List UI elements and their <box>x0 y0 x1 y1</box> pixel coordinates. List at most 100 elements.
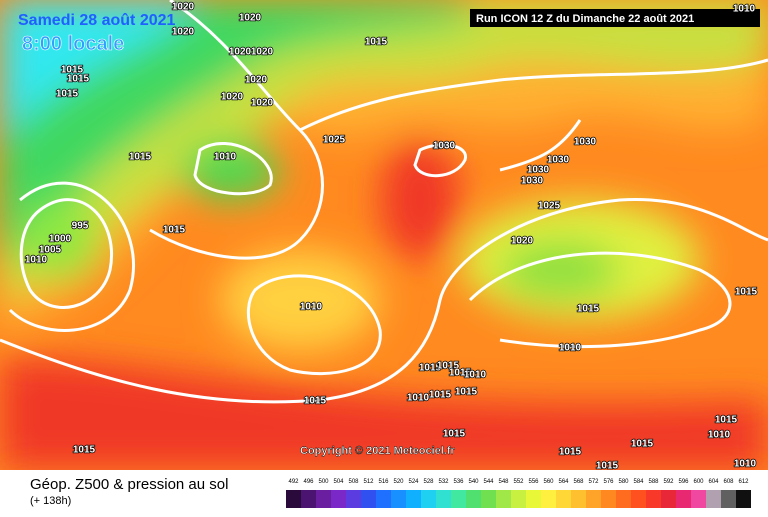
isobar-label: 1015 <box>61 65 84 76</box>
scale-label: 496 <box>303 479 314 485</box>
scale-label: 552 <box>513 479 524 485</box>
isobar-label: 1030 <box>521 176 544 187</box>
scale-label: 584 <box>633 479 644 485</box>
scale-swatch <box>541 490 556 508</box>
scale-swatch <box>331 490 346 508</box>
isobar-label: 1015 <box>449 368 472 379</box>
isobar-label: 1020 <box>172 2 195 13</box>
isobar-label: 1020 <box>221 92 244 103</box>
scale-label: 572 <box>588 479 599 485</box>
isobar-label: 1015 <box>443 429 466 440</box>
isobar-label: 1010 <box>407 393 430 404</box>
scale-label: 612 <box>738 479 749 485</box>
footer-title: Géop. Z500 & pression au sol <box>30 476 228 493</box>
isobar-label: 1010 <box>464 370 487 381</box>
scale-label: 576 <box>603 479 614 485</box>
scale-label: 608 <box>723 479 734 485</box>
isobars <box>0 0 768 404</box>
map <box>0 0 768 470</box>
isobar-label: 1000 <box>49 234 72 245</box>
scale-label: 588 <box>648 479 659 485</box>
scale-swatch <box>676 490 691 508</box>
isobar-label: 1020 <box>511 236 534 247</box>
scale-swatch <box>496 490 511 508</box>
scale-swatch <box>556 490 571 508</box>
scale-swatch <box>586 490 601 508</box>
isobar-label: 1015 <box>365 37 388 48</box>
color-scale: 492 496 500 504 508 512 516 520 524 528 532 536 540 5… <box>286 479 751 508</box>
isobar-label: 1010 <box>708 430 731 441</box>
isobar-label: 995 <box>72 221 89 232</box>
isobar-label: 1020 <box>251 98 274 109</box>
isobar-label: 1010 <box>733 4 756 15</box>
scale-swatch <box>526 490 541 508</box>
isobar-label: 1025 <box>323 135 346 146</box>
isobar-label: 1015 <box>67 74 90 85</box>
scale-label: 536 <box>453 479 464 485</box>
scale-label: 544 <box>483 479 494 485</box>
scale-label: 508 <box>348 479 359 485</box>
scale-swatch <box>616 490 631 508</box>
isobar-label: 1015 <box>163 225 186 236</box>
isobar-label: 1025 <box>538 201 561 212</box>
scale-swatch <box>631 490 646 508</box>
time-label: 8:00 locale <box>22 33 124 55</box>
isobar-label: 1010 <box>559 343 582 354</box>
isobar-label: 1005 <box>39 245 62 256</box>
scale-label: 580 <box>618 479 629 485</box>
scale-swatch <box>511 490 526 508</box>
scale-swatch <box>391 490 406 508</box>
copyright: Copyright © 2021 Meteociel.fr <box>300 445 456 457</box>
isobar-label: 1030 <box>527 165 550 176</box>
isobar-label: 1015 <box>73 445 96 456</box>
scale-label: 596 <box>678 479 689 485</box>
scale-swatch <box>661 490 676 508</box>
scale-label: 560 <box>543 479 554 485</box>
isobar-label: 1030 <box>433 141 456 152</box>
scale-label: 556 <box>528 479 539 485</box>
isobar-label: 1030 <box>547 155 570 166</box>
isobar-label: 1015 <box>631 439 654 450</box>
scale-swatch <box>451 490 466 508</box>
isobar-label: 1015 <box>56 89 79 100</box>
isobar-label: 1015 <box>559 447 582 458</box>
scale-swatch <box>466 490 481 508</box>
isobar-label: 1030 <box>574 137 597 148</box>
isobar-label: 1020 <box>239 13 262 24</box>
scale-swatch <box>601 490 616 508</box>
scale-label: 564 <box>558 479 569 485</box>
isobar-label: 1015 <box>304 396 327 407</box>
scale-label: 528 <box>423 479 434 485</box>
scale-swatch <box>706 490 721 508</box>
scale-swatch <box>481 490 496 508</box>
isobar-label: 1015 <box>577 304 600 315</box>
scale-label: 568 <box>573 479 584 485</box>
isobar-label: 1020 <box>251 47 274 58</box>
isobar-label: 1020 <box>229 47 252 58</box>
scale-swatch <box>646 490 661 508</box>
scale-label: 504 <box>333 479 344 485</box>
scale-swatch <box>361 490 376 508</box>
scale-label: 532 <box>438 479 449 485</box>
scale-swatch <box>346 490 361 508</box>
isobar-label: 1015 <box>715 415 738 426</box>
isobar-label: 1015 <box>429 390 452 401</box>
scale-label: 600 <box>693 479 704 485</box>
scale-label: 524 <box>408 479 419 485</box>
scale-swatch <box>316 490 331 508</box>
isobar-label: 1015 <box>735 287 758 298</box>
isobar-label: 1015 <box>596 461 619 472</box>
date-label: Samedi 28 août 2021 <box>18 12 176 29</box>
scale-swatch <box>301 490 316 508</box>
scale-swatch <box>376 490 391 508</box>
isobar-label: 1015 <box>437 361 460 372</box>
isobar-label: 1015 <box>419 363 442 374</box>
scale-label: 520 <box>393 479 404 485</box>
isobar-label: 1015 <box>455 387 478 398</box>
scale-swatch <box>286 490 301 508</box>
scale-label: 492 <box>288 479 299 485</box>
isobar-label: 1020 <box>172 27 195 38</box>
